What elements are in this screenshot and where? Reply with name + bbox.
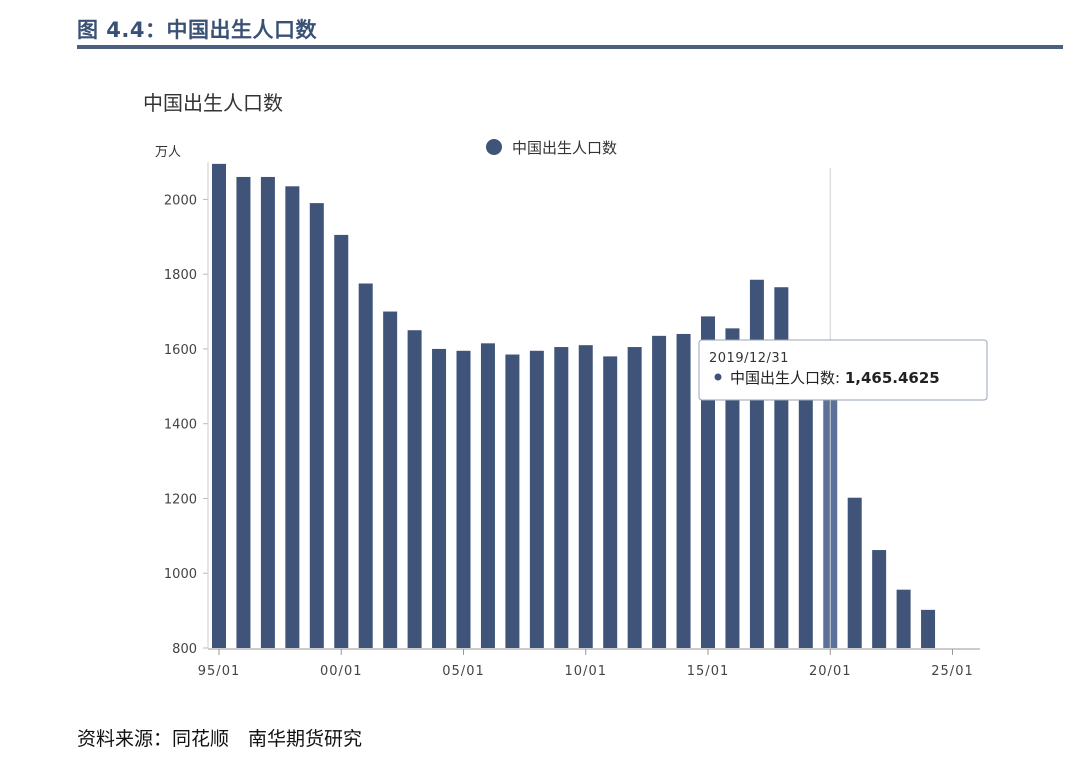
y-tick-label: 1800 — [164, 268, 197, 283]
x-tick-label: 10/01 — [565, 664, 607, 679]
bar-2000[interactable] — [334, 234, 349, 648]
bar-2016[interactable] — [725, 328, 740, 648]
x-tick-label: 05/01 — [442, 664, 484, 679]
bar-2009[interactable] — [554, 347, 569, 648]
bar-1997[interactable] — [260, 176, 275, 648]
bar-2022[interactable] — [872, 550, 887, 648]
x-tick-label: 15/01 — [687, 664, 729, 679]
tooltip-value: 1,465.4625 — [845, 369, 940, 387]
tooltip-separator: : — [835, 369, 845, 387]
legend-label: 中国出生人口数 — [512, 139, 617, 157]
y-tick-label: 800 — [172, 642, 197, 657]
legend[interactable]: 中国出生人口数 — [486, 139, 617, 157]
x-tick-label: 25/01 — [931, 664, 973, 679]
figure-title: 图 4.4：中国出生人口数 — [77, 18, 318, 42]
bar-2011[interactable] — [603, 356, 618, 648]
tooltip-line: 中国出生人口数: 1,465.4625 — [730, 369, 940, 387]
y-tick-label: 1200 — [164, 492, 197, 507]
bar-1995[interactable] — [212, 163, 226, 648]
y-axis: 800 1000 1200 1400 1600 1800 2000 — [164, 162, 209, 657]
tooltip-marker — [714, 373, 722, 381]
tooltip: 2019/12/31 中国出生人口数: 1,465.4625 — [698, 339, 988, 401]
bar-2014[interactable] — [676, 333, 691, 648]
bar-2023[interactable] — [896, 589, 911, 648]
tooltip-box — [698, 339, 988, 401]
bar-1998[interactable] — [285, 186, 300, 649]
bar-2008[interactable] — [529, 350, 544, 648]
x-tick-label: 00/01 — [320, 664, 362, 679]
tooltip-date: 2019/12/31 — [709, 351, 789, 366]
y-tick-label: 1000 — [164, 567, 197, 582]
bar-2019[interactable] — [798, 377, 813, 648]
y-axis-unit: 万人 — [155, 145, 181, 160]
chart-title: 中国出生人口数 — [143, 91, 283, 115]
title-divider — [77, 45, 1063, 49]
bar-2002[interactable] — [383, 311, 398, 648]
legend-marker — [486, 139, 502, 155]
bar-2010[interactable] — [578, 345, 593, 648]
bar-2017[interactable] — [749, 279, 764, 648]
y-tick-label: 1600 — [164, 343, 197, 358]
bar-1996[interactable] — [236, 176, 251, 648]
y-tick-label: 1400 — [164, 418, 197, 433]
x-tick-label: 20/01 — [809, 664, 851, 679]
x-axis: 95/01 00/01 05/01 10/01 15/01 20/01 25/01 — [198, 648, 980, 679]
source-note: 资料来源：同花顺 南华期货研究 — [77, 728, 363, 750]
bar-2004[interactable] — [432, 348, 447, 648]
bar-2001[interactable] — [358, 283, 373, 649]
tooltip-series-name: 中国出生人口数 — [730, 369, 835, 387]
bar-1999[interactable] — [309, 203, 324, 648]
bar-2005[interactable] — [456, 350, 471, 648]
bar-2006[interactable] — [480, 343, 495, 648]
bar-2012[interactable] — [627, 347, 642, 648]
bar-2007[interactable] — [505, 354, 520, 648]
bar-2021[interactable] — [847, 497, 862, 648]
y-tick-label: 2000 — [164, 193, 197, 208]
bar-series — [212, 163, 936, 649]
bar-2003[interactable] — [407, 330, 422, 648]
x-tick-label: 95/01 — [198, 664, 240, 679]
bar-2013[interactable] — [652, 335, 667, 648]
bar-2024[interactable] — [921, 609, 936, 648]
